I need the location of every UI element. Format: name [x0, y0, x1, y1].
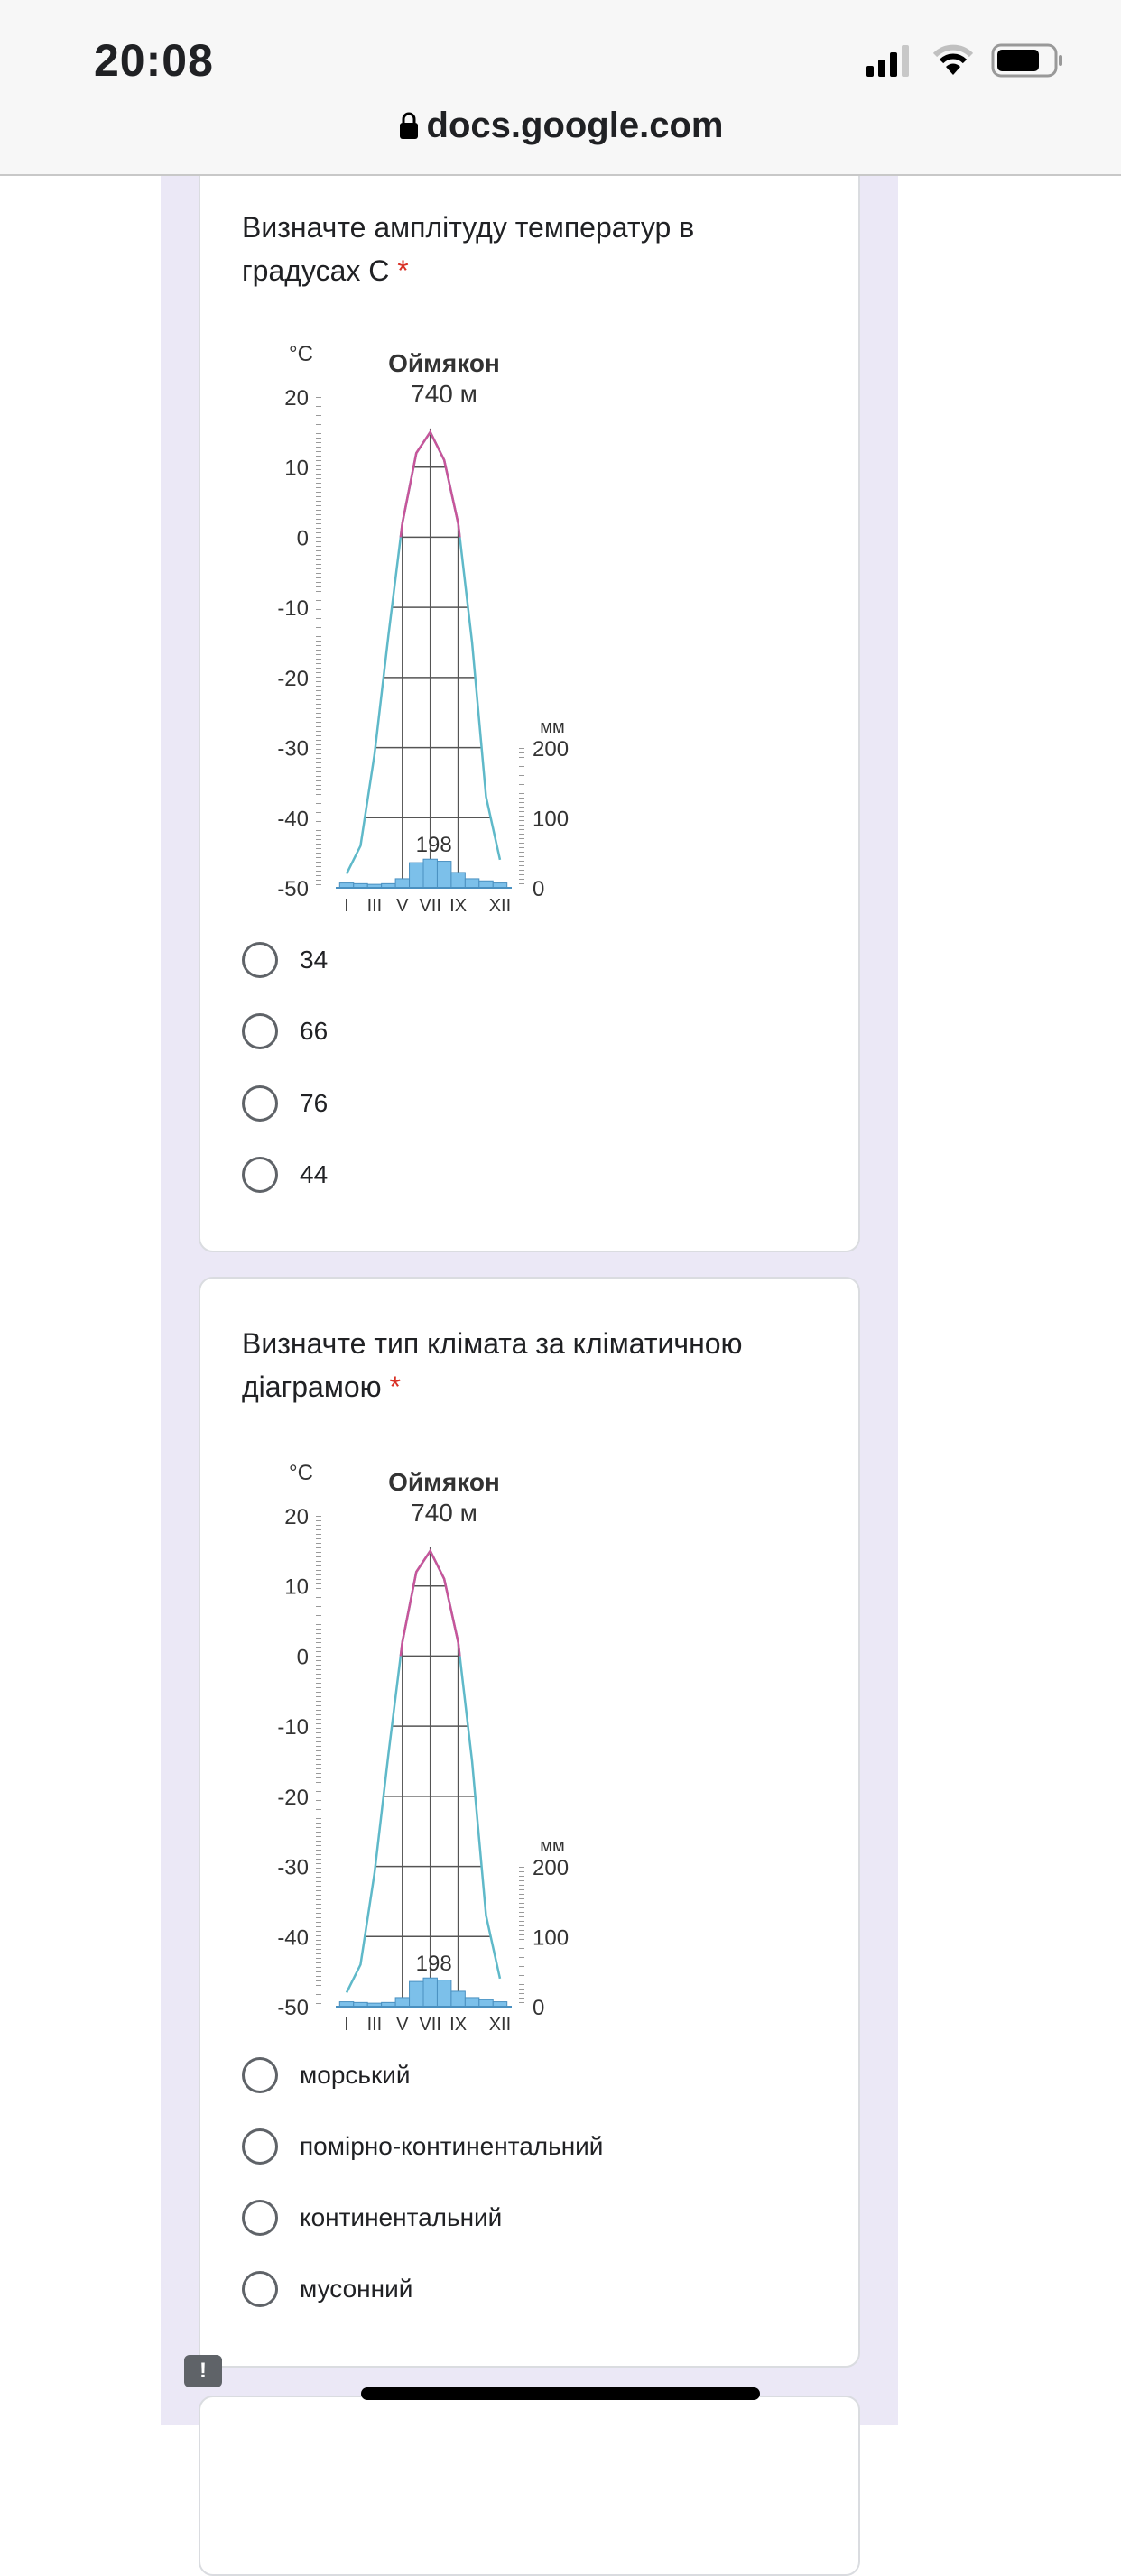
precip-bar	[478, 880, 494, 889]
temp-tick-label: 20	[284, 386, 309, 411]
required-asterisk: *	[397, 254, 409, 287]
temp-tick-label: -30	[277, 737, 309, 762]
month-tick-label: VII	[419, 896, 440, 913]
precip-bar	[409, 862, 424, 889]
temp-tick-label: -50	[277, 877, 309, 901]
option-continental[interactable]: континентальний	[242, 2200, 502, 2236]
radio-button[interactable]	[242, 2128, 278, 2165]
precip-total-label: 198	[416, 1952, 452, 1976]
radio-button[interactable]	[242, 1157, 278, 1193]
question-card-3	[199, 2396, 860, 2576]
radio-button[interactable]	[242, 2057, 278, 2093]
temp-tick-label: 0	[297, 1645, 309, 1669]
precip-bar	[409, 1980, 424, 2008]
precip-tick-label: 0	[533, 1996, 544, 2020]
battery-icon	[991, 43, 1062, 78]
precip-bar	[422, 858, 438, 889]
radio-button[interactable]	[242, 2200, 278, 2236]
radio-button[interactable]	[242, 942, 278, 978]
precip-bar	[478, 1999, 494, 2008]
temp-tick-label: 10	[284, 457, 309, 481]
precip-total-label: 198	[416, 833, 452, 857]
option-marine[interactable]: морський	[242, 2057, 411, 2093]
temperature-line-warm	[399, 1548, 461, 1657]
month-tick-label: IX	[449, 2015, 467, 2032]
precip-tick-label: 200	[533, 737, 569, 762]
address-bar[interactable]: docs.google.com	[0, 104, 1121, 146]
status-time: 20:08	[94, 35, 214, 86]
precip-tick-label: 200	[533, 1856, 569, 1880]
question-title: Визначте тип клімата за кліматичною діаг…	[242, 1327, 743, 1403]
precip-bar	[464, 878, 480, 889]
question-title: Визначте амплітуду температур в градусах…	[242, 211, 695, 287]
home-indicator[interactable]	[361, 2387, 760, 2400]
option-44[interactable]: 44	[242, 1157, 328, 1193]
temp-tick-label: 20	[284, 1505, 309, 1529]
month-tick-label: III	[367, 896, 383, 913]
required-asterisk: *	[389, 1371, 401, 1403]
precip-tick-label: 100	[533, 808, 569, 832]
chart-title: Оймякон	[388, 349, 500, 377]
chart-subtitle: 740 м	[411, 380, 477, 408]
question-card-1: Визначте амплітуду температур в градусах…	[199, 153, 860, 1252]
temp-unit-label: °C	[289, 1461, 313, 1485]
temp-tick-label: -20	[277, 667, 309, 691]
question-card-2: Визначте тип клімата за кліматичною діаг…	[199, 1277, 860, 2368]
month-tick-label: V	[396, 896, 409, 913]
temp-tick-label: -40	[277, 807, 309, 831]
precip-bar	[422, 1977, 438, 2008]
precip-bar	[436, 1980, 452, 2008]
signal-icon	[866, 45, 909, 77]
temperature-line-cold	[345, 1549, 502, 1994]
month-tick-label: I	[344, 896, 349, 913]
lock-icon	[399, 112, 418, 140]
precip-bar	[394, 878, 411, 889]
precip-bar	[394, 1997, 411, 2008]
radio-button[interactable]	[242, 1013, 278, 1049]
chart-subtitle: 740 м	[411, 1499, 477, 1527]
month-tick-label: XII	[489, 2015, 511, 2032]
radio-button[interactable]	[242, 1085, 278, 1122]
precip-tick-label: 0	[533, 877, 544, 901]
feedback-icon[interactable]: !	[184, 2355, 222, 2387]
month-tick-label: V	[396, 2015, 409, 2032]
precip-bar	[450, 872, 466, 889]
temp-tick-label: -40	[277, 1925, 309, 1950]
temp-unit-label: °C	[289, 342, 313, 366]
precip-unit-label: мм	[540, 717, 565, 737]
temp-tick-label: 10	[284, 1575, 309, 1600]
temp-tick-label: -10	[277, 596, 309, 621]
temperature-line-cold	[345, 430, 502, 875]
temp-tick-label: -50	[277, 1996, 309, 2020]
precip-bar	[450, 1990, 466, 2008]
option-monsoon[interactable]: мусонний	[242, 2271, 412, 2307]
precip-bar	[464, 1997, 480, 2008]
temperature-line-warm	[399, 429, 461, 538]
month-tick-label: XII	[489, 896, 511, 913]
month-tick-label: VII	[419, 2015, 440, 2032]
option-76[interactable]: 76	[242, 1085, 328, 1122]
temp-tick-label: -10	[277, 1715, 309, 1740]
temp-tick-label: 0	[297, 526, 309, 550]
month-tick-label: IX	[449, 896, 467, 913]
precip-bar	[436, 861, 452, 889]
chart-title: Оймякон	[388, 1468, 500, 1496]
option-temperate-continental[interactable]: помірно-континентальний	[242, 2128, 603, 2165]
radio-button[interactable]	[242, 2271, 278, 2307]
month-tick-label: III	[367, 2015, 383, 2032]
option-34[interactable]: 34	[242, 942, 328, 978]
temp-tick-label: -20	[277, 1786, 309, 1810]
month-tick-label: I	[344, 2015, 349, 2032]
temp-tick-label: -30	[277, 1856, 309, 1880]
precip-unit-label: мм	[540, 1836, 565, 1856]
option-66[interactable]: 66	[242, 1013, 328, 1049]
wifi-icon	[933, 44, 973, 75]
browser-top-bar: 20:08 docs.google.com	[0, 0, 1121, 176]
precip-tick-label: 100	[533, 1926, 569, 1951]
